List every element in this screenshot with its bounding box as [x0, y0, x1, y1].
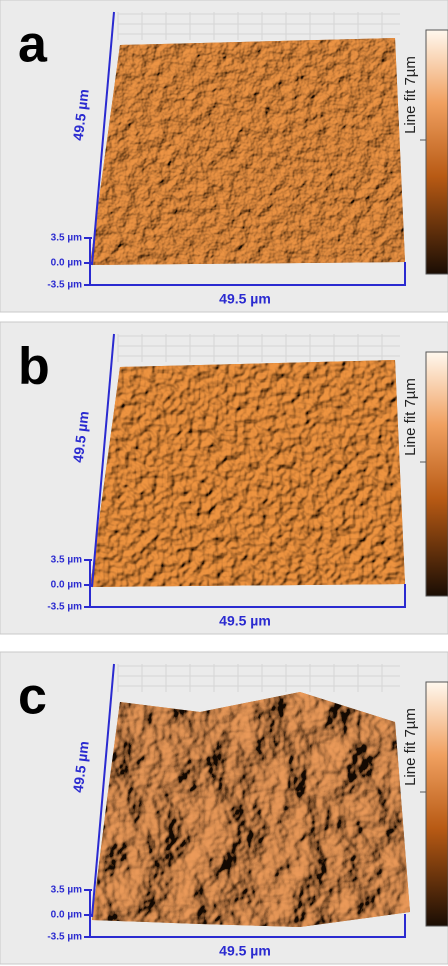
z-tick-label: 3.5 µm — [51, 885, 82, 896]
z-tick-label: 3.5 µm — [51, 233, 82, 244]
panel-letter: b — [18, 338, 50, 396]
z-tick-label: 0.0 µm — [51, 910, 82, 921]
colorbar — [426, 682, 448, 926]
z-tick-label: -3.5 µm — [47, 602, 82, 613]
z-tick-label: -3.5 µm — [47, 932, 82, 943]
panel-letter: c — [18, 668, 47, 726]
colorbar-label: Line fit 7µm — [402, 378, 419, 456]
x-axis-label: 49.5 µm — [219, 291, 271, 307]
colorbar — [426, 30, 448, 274]
z-tick-label: 0.0 µm — [51, 258, 82, 269]
z-tick-label: 0.0 µm — [51, 580, 82, 591]
colorbar-label: Line fit 7µm — [402, 708, 419, 786]
panel-letter: a — [18, 16, 48, 74]
surface-texture — [90, 360, 405, 587]
figure: 3.5 µm 0.0 µm -3.5 µm 49.5 µm 49.5 µm a Line f… — [0, 0, 448, 966]
x-axis-label: 49.5 µm — [219, 943, 271, 959]
colorbar-label: Line fit 7µm — [402, 56, 419, 134]
surface-texture — [90, 38, 405, 265]
x-axis-label: 49.5 µm — [219, 613, 271, 629]
colorbar — [426, 352, 448, 596]
z-tick-label: -3.5 µm — [47, 280, 82, 291]
z-tick-label: 3.5 µm — [51, 555, 82, 566]
surface-texture — [92, 692, 410, 927]
